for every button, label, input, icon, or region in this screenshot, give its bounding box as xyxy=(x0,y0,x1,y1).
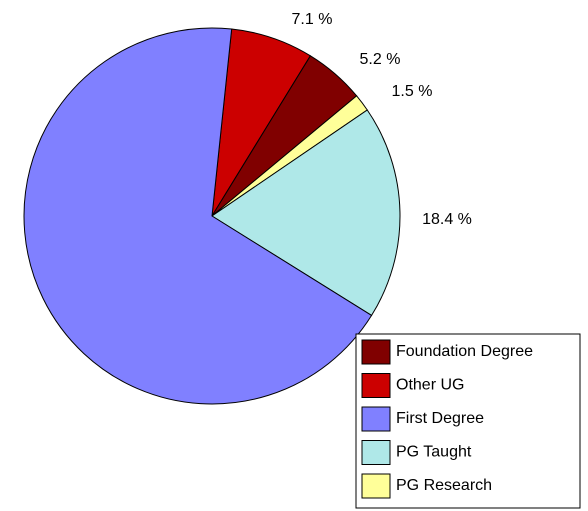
legend-swatch xyxy=(361,440,391,465)
legend-label: First Degree xyxy=(396,410,484,427)
legend-label: Other UG xyxy=(396,377,464,394)
legend-swatch xyxy=(361,473,391,499)
pie-slice xyxy=(23,27,373,405)
legend-swatch xyxy=(361,339,391,365)
legend-swatch xyxy=(361,406,391,432)
data-label: 7.1 % xyxy=(292,11,333,28)
data-label: 18.4 % xyxy=(422,211,472,228)
legend-swatch xyxy=(361,373,391,398)
data-label: 1.5 % xyxy=(392,83,433,100)
legend-label: PG Research xyxy=(396,477,492,494)
legend-label: PG Taught xyxy=(396,444,472,461)
pie-slice xyxy=(211,109,401,317)
legend-label: Foundation Degree xyxy=(396,343,533,360)
data-label: 5.2 % xyxy=(360,51,401,68)
legend-box xyxy=(355,333,581,509)
